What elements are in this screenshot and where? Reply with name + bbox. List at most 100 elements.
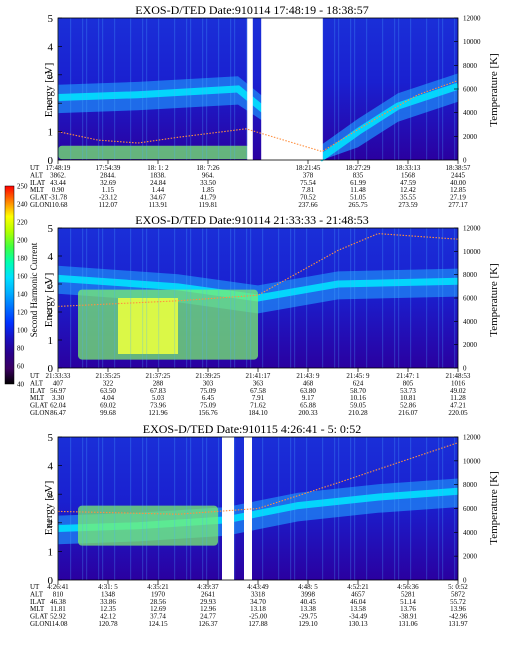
cell-alt: 3998 xyxy=(301,590,316,598)
cell-ut: 4:56:36 xyxy=(397,583,419,591)
flux-streak xyxy=(334,18,336,160)
y2-tick-label: 0 xyxy=(463,365,467,373)
cell-ilat: 43.44 xyxy=(50,179,66,187)
cell-glon: 126.37 xyxy=(198,620,218,628)
cell-ilat: 51.14 xyxy=(400,598,416,606)
colorbar-tick: 200 xyxy=(17,237,28,245)
row-label: ILAT xyxy=(30,598,46,606)
flux-streak xyxy=(410,18,412,160)
cell-ilat: 67.58 xyxy=(250,387,266,395)
cell-ilat: 40.45 xyxy=(300,598,316,606)
flux-streak xyxy=(366,437,368,580)
y2-tick-label: 6000 xyxy=(463,295,478,303)
y2-tick-label: 12000 xyxy=(463,434,481,442)
cell-alt: 2641 xyxy=(201,590,216,598)
panel-1-ylabel: Energy [eV] xyxy=(43,63,55,117)
y2-tick-label: 8000 xyxy=(463,481,478,489)
cell-ut: 4:48: 5 xyxy=(298,583,318,591)
cell-glat: 51.05 xyxy=(350,194,366,202)
cell-ut: 18:21:45 xyxy=(296,164,321,172)
row-label: GLON xyxy=(30,620,49,628)
y2-tick-label: 4000 xyxy=(463,318,478,326)
flux-streak xyxy=(350,437,352,580)
cell-alt: 1568 xyxy=(401,171,416,179)
cell-mlt: 12.35 xyxy=(100,605,116,613)
flux-streak xyxy=(230,18,232,160)
cell-mlt: 9.17 xyxy=(302,394,315,402)
cell-mlt: 13.96 xyxy=(450,605,466,613)
flux-streak xyxy=(206,228,208,368)
cell-mlt: 13.38 xyxy=(300,605,316,613)
flux-streak xyxy=(58,437,60,580)
flux-blob xyxy=(58,145,250,160)
y2-tick-label: 8000 xyxy=(463,271,478,279)
flux-streak xyxy=(82,228,84,368)
flux-streak xyxy=(278,228,280,368)
cell-alt: 4657 xyxy=(351,590,366,598)
row-label: UT xyxy=(30,372,40,380)
cell-mlt: 3.30 xyxy=(52,394,65,402)
y-tick-label: 4 xyxy=(48,251,54,263)
flux-streak xyxy=(354,18,356,160)
cell-ilat: 58.70 xyxy=(350,387,366,395)
flux-streak xyxy=(98,228,100,368)
cell-ilat: 40.00 xyxy=(450,179,466,187)
cell-ut: 18:27:29 xyxy=(346,164,371,172)
cell-ilat: 55.72 xyxy=(450,598,466,606)
y2-tick-label: 4000 xyxy=(463,529,478,537)
cell-glat: 70.52 xyxy=(300,194,316,202)
cell-glon: 129.10 xyxy=(298,620,318,628)
cell-ilat: 56.97 xyxy=(50,387,66,395)
cell-glat: 42.12 xyxy=(100,613,116,621)
cell-ut: 4:39:37 xyxy=(197,583,219,591)
cell-mlt: 12.85 xyxy=(450,186,466,194)
panel-3-y2ticks: 0 2000 4000 6000 8000 10000 12000 xyxy=(454,434,481,585)
panel-2-plot-area xyxy=(57,227,459,369)
row-label: UT xyxy=(30,164,40,172)
panel-2-y2ticks: 0 2000 4000 6000 8000 10000 12000 xyxy=(454,225,481,373)
cell-alt: 1970 xyxy=(151,590,166,598)
cell-mlt: 5.03 xyxy=(152,394,165,402)
cell-ut: 4:35:21 xyxy=(147,583,169,591)
cell-glon: 131.06 xyxy=(398,620,418,628)
panel-3: EXOS-D/TED Date:910115 4:26:41 - 5: 0:52… xyxy=(30,422,500,628)
flux-streak xyxy=(130,437,132,580)
cell-glat: 35.55 xyxy=(400,194,416,202)
y-tick-label: 5 xyxy=(48,432,54,444)
cell-glat: -38.91 xyxy=(399,613,418,621)
cell-glat: 73.96 xyxy=(150,402,166,410)
cell-ut: 21:37:25 xyxy=(146,372,171,380)
panel-3-y2label: Temperature [K] xyxy=(488,471,500,544)
flux-streak xyxy=(322,228,324,368)
cell-ilat: 34.70 xyxy=(250,598,266,606)
cell-glat: -29.75 xyxy=(299,613,318,621)
flux-streak xyxy=(130,228,132,368)
cell-ilat: 49.02 xyxy=(450,387,466,395)
flux-streak xyxy=(350,228,352,368)
cell-ilat: 24.84 xyxy=(150,179,166,187)
cell-ilat: 32.69 xyxy=(100,179,116,187)
y2-tick-label: 8000 xyxy=(463,62,478,70)
flux-streak xyxy=(394,437,396,580)
flux-streak xyxy=(186,18,188,160)
cell-ut: 17:54:39 xyxy=(96,164,121,172)
flux-streak xyxy=(394,18,396,160)
cell-ilat: 75.09 xyxy=(200,387,216,395)
flux-streak xyxy=(290,228,292,368)
y2-tick-label: 10000 xyxy=(463,248,481,256)
cell-alt: 835 xyxy=(353,171,364,179)
cell-ilat: 63.80 xyxy=(300,387,316,395)
flux-streak xyxy=(442,18,444,160)
panel-2-yticks: 0 1 2 3 4 5 xyxy=(48,223,62,375)
flux-streak xyxy=(82,18,84,160)
cell-alt: 624 xyxy=(353,379,364,387)
data-gap xyxy=(261,18,323,160)
panel-3-yticks: 0 1 2 3 4 5 xyxy=(48,432,62,587)
cell-mlt: 6.45 xyxy=(202,394,215,402)
flux-streak xyxy=(246,228,248,368)
flux-streak xyxy=(158,437,160,580)
flux-streak xyxy=(394,228,396,368)
cell-ut: 21:47: 1 xyxy=(396,372,420,380)
